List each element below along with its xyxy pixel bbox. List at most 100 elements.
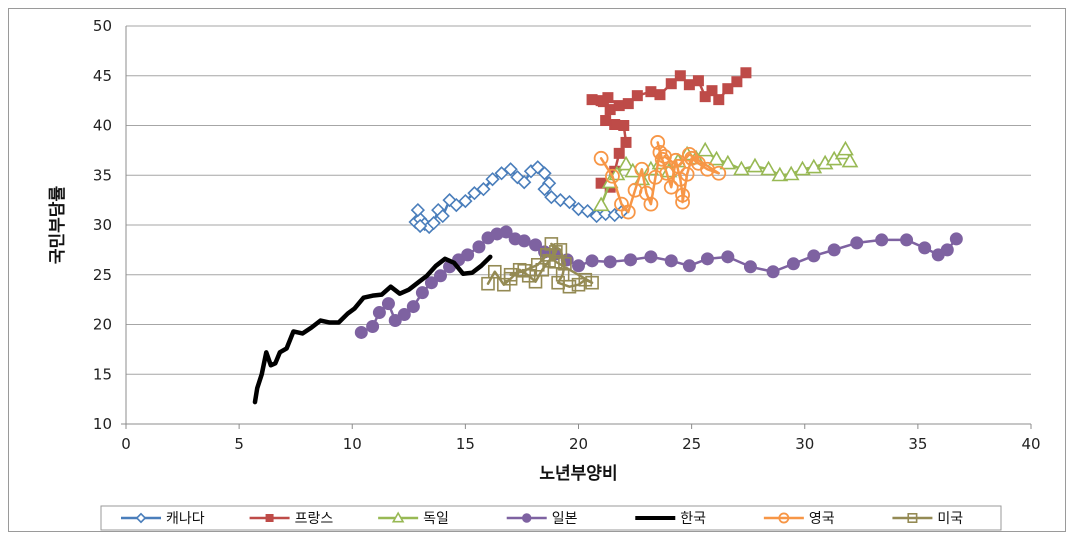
data-point-2-7 (609, 119, 621, 131)
data-point-4-9 (424, 276, 438, 290)
data-point-2-19 (665, 78, 677, 90)
data-point-1-27 (562, 194, 577, 210)
data-point-6-6 (634, 161, 650, 177)
data-point-6-23 (711, 165, 727, 181)
data-point-3-16 (733, 160, 750, 176)
series-3 (592, 140, 859, 212)
data-point-6-14 (663, 179, 679, 195)
y-tick-label-50: 50 (93, 17, 112, 35)
data-point-2-16 (631, 90, 643, 102)
data-point-2-14 (613, 100, 625, 112)
legend-swatch-marker-6 (778, 512, 790, 524)
data-point-4-34 (766, 265, 780, 279)
data-point-1-12 (458, 193, 473, 209)
data-point-4-6 (397, 308, 411, 322)
data-point-6-26 (657, 148, 672, 164)
data-point-1-3 (410, 202, 425, 218)
data-point-4-31 (700, 252, 714, 266)
data-point-2-22 (692, 75, 704, 87)
data-point-4-37 (827, 243, 841, 257)
data-point-3-15 (719, 154, 737, 170)
data-point-4-43 (940, 243, 954, 257)
data-point-7-19 (585, 275, 599, 290)
data-point-3-17 (746, 157, 764, 173)
data-point-2-8 (600, 115, 612, 127)
x-tick-label-20: 20 (569, 435, 588, 453)
data-point-4-19 (517, 234, 531, 248)
data-point-7-24 (503, 267, 518, 282)
data-point-1-24 (537, 182, 552, 197)
legend-label-7: 미국 (937, 511, 963, 527)
data-point-7-13 (558, 257, 572, 271)
y-tick-label-15: 15 (93, 365, 112, 383)
series-4 (354, 225, 963, 339)
x-axis-title: 노년부양비 (539, 464, 617, 484)
data-point-6-13 (659, 165, 675, 181)
y-tick-label-25: 25 (93, 266, 112, 284)
data-point-6-24 (681, 146, 697, 162)
data-point-3-22 (805, 158, 823, 174)
y-tick-label-35: 35 (93, 166, 112, 184)
data-point-1-14 (476, 182, 491, 197)
x-tick-label-0: 0 (121, 435, 131, 453)
data-point-4-32 (721, 250, 735, 264)
legend-label-4: 일본 (552, 511, 578, 527)
data-point-1-17 (503, 162, 518, 177)
x-tick-label-15: 15 (456, 435, 475, 453)
data-point-6-18 (675, 194, 690, 210)
data-point-7-23 (517, 263, 532, 278)
x-tick-label-25: 25 (682, 435, 701, 453)
legend-item-4: 일본 (506, 511, 578, 527)
data-point-2-4 (613, 147, 625, 159)
data-point-4-17 (499, 225, 513, 239)
data-point-6-1 (593, 150, 609, 166)
data-point-4-4 (381, 297, 395, 311)
legend-label-6: 영국 (809, 511, 835, 527)
legend-label-1: 캐나다 (166, 511, 205, 527)
data-point-3-27 (837, 140, 854, 156)
chart-svg: 10 15 20 25 30 35 40 45 50 0 5 10 15 20 25 30 35 40 노년부양비… (48, 17, 1041, 531)
data-point-1-15 (485, 172, 500, 187)
legend-swatch-marker-7 (907, 512, 918, 523)
data-point-2-15 (622, 98, 634, 110)
series-2 (586, 67, 752, 193)
data-point-4-10 (433, 269, 447, 283)
data-point-6-8 (643, 196, 659, 212)
data-point-2-26 (722, 83, 734, 95)
legend-swatch-marker-2 (265, 514, 274, 522)
data-point-3-1 (592, 196, 610, 212)
data-point-2-23 (699, 91, 711, 103)
data-point-2-13 (602, 92, 614, 104)
data-point-4-13 (461, 248, 475, 262)
data-point-2-11 (586, 94, 598, 106)
data-point-4-38 (850, 236, 864, 250)
data-point-3-20 (782, 165, 800, 181)
y-tick-label-40: 40 (93, 117, 112, 135)
data-point-4-1 (354, 325, 368, 339)
data-point-3-18 (760, 160, 777, 176)
legend-item-1: 캐나다 (121, 511, 205, 527)
y-tick-label-10: 10 (93, 415, 112, 433)
data-point-4-5 (388, 314, 402, 328)
legend-item-6: 영국 (763, 511, 835, 527)
data-point-2-20 (674, 70, 686, 82)
data-point-6-4 (620, 204, 636, 220)
data-point-4-7 (406, 300, 420, 314)
x-tick-label-40: 40 (1021, 435, 1040, 453)
data-point-4-30 (682, 259, 696, 273)
y-tick-label-30: 30 (93, 216, 112, 234)
data-point-4-39 (875, 233, 889, 247)
x-tick-label-5: 5 (234, 435, 244, 453)
data-point-4-33 (743, 260, 757, 274)
x-tick-label-10: 10 (343, 435, 362, 453)
legend-item-2: 프랑스 (249, 511, 333, 527)
y-axis-title: 국민부담률 (48, 186, 68, 265)
data-point-1-22 (537, 166, 552, 181)
data-point-2-24 (706, 85, 718, 97)
x-tick-label-35: 35 (908, 435, 927, 453)
axis-layer: 10 15 20 25 30 35 40 45 50 0 5 10 15 20 25 30 35 40 (93, 17, 1041, 453)
data-point-2-6 (618, 120, 630, 131)
data-point-4-25 (585, 254, 599, 268)
data-point-2-21 (683, 79, 695, 91)
series-1 (408, 160, 629, 235)
